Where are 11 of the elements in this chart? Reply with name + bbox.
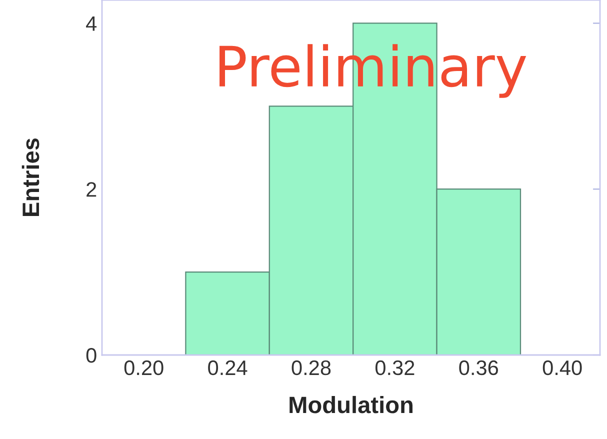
x-tick-label: 0.28	[292, 360, 331, 376]
y-axis-title: Entries	[22, 138, 40, 216]
x-tick-label: 0.32	[375, 360, 414, 376]
x-tick-label: 0.40	[542, 360, 582, 376]
y-tick-label: 2	[86, 182, 96, 197]
x-tick-label: 0.20	[124, 360, 164, 376]
y-tick-label: 0	[86, 348, 96, 363]
x-tick-label: 0.36	[459, 360, 498, 376]
x-tick-label: 0.24	[208, 360, 248, 376]
x-axis-title: Modulation	[290, 396, 412, 414]
y-tick-label: 4	[86, 16, 97, 31]
